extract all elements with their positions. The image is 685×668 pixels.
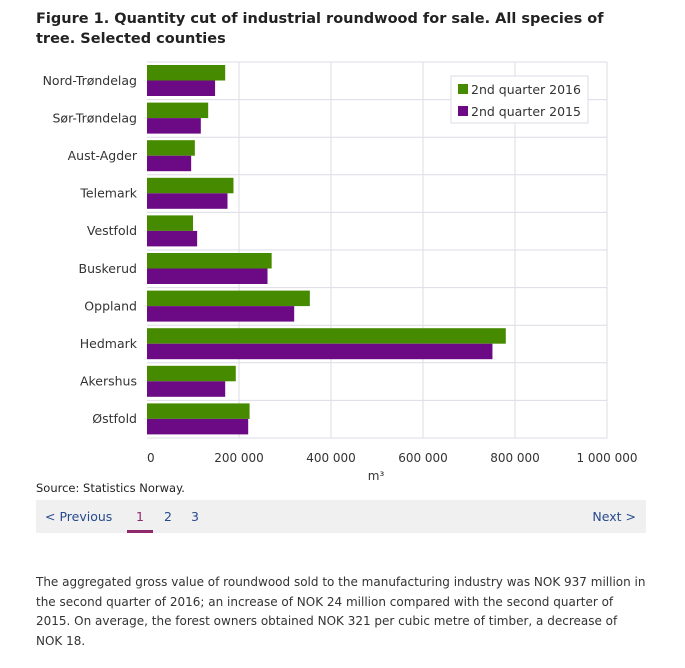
page-3-link[interactable]: 3 bbox=[191, 509, 199, 524]
current-page-indicator bbox=[127, 530, 153, 533]
figure-title: Figure 1. Quantity cut of industrial rou… bbox=[36, 11, 604, 47]
x-tick-label: 200 000 bbox=[214, 451, 264, 465]
category-label: Oppland bbox=[84, 298, 137, 313]
category-label: Akershus bbox=[80, 374, 137, 389]
bar-2016 bbox=[147, 215, 193, 231]
bar-2015 bbox=[147, 306, 295, 322]
legend-label: 2nd quarter 2016 bbox=[471, 82, 581, 97]
bar-2015 bbox=[147, 193, 228, 209]
bar-2016 bbox=[147, 177, 234, 194]
x-tick-label: 0 bbox=[147, 451, 155, 465]
legend: 2nd quarter 2016 2nd quarter 2015 bbox=[450, 75, 589, 124]
category-label: Telemark bbox=[79, 186, 137, 201]
bar-2016 bbox=[147, 328, 506, 344]
bar-2015 bbox=[147, 230, 198, 247]
category-label: Aust-Agder bbox=[68, 148, 138, 163]
category-label: Hedmark bbox=[80, 336, 138, 351]
x-axis-label: m³ bbox=[368, 469, 385, 480]
legend-swatch bbox=[458, 84, 468, 94]
category-label: Nord-Trøndelag bbox=[43, 73, 137, 88]
category-label: Sør-Trøndelag bbox=[53, 110, 138, 125]
bar-2016 bbox=[147, 102, 209, 119]
bar-2016 bbox=[147, 65, 226, 81]
category-label: Vestfold bbox=[87, 223, 137, 238]
bar-2015 bbox=[147, 418, 249, 435]
bar-2016 bbox=[147, 403, 250, 419]
bar-2016 bbox=[147, 290, 310, 307]
page-2-link[interactable]: 2 bbox=[164, 509, 172, 524]
x-tick-label: 600 000 bbox=[398, 451, 448, 465]
bar-2015 bbox=[147, 155, 192, 172]
next-button[interactable]: Next > bbox=[592, 509, 636, 524]
source-note: Source: Statistics Norway. bbox=[36, 481, 185, 495]
bar-2015 bbox=[147, 118, 201, 134]
pagination-bar: < Previous 1 2 3 Next > bbox=[36, 500, 646, 533]
previous-button[interactable]: < Previous bbox=[45, 509, 113, 524]
legend-box bbox=[450, 75, 589, 124]
bar-2016 bbox=[147, 365, 236, 382]
body-paragraph: The aggregated gross value of roundwood … bbox=[36, 575, 646, 648]
bar-2015 bbox=[147, 80, 216, 96]
bar-2016 bbox=[147, 140, 195, 156]
bar-2016 bbox=[147, 253, 272, 269]
page-1-link[interactable]: 1 bbox=[136, 509, 144, 524]
x-tick-label: 800 000 bbox=[490, 451, 540, 465]
x-tick-label: 1 000 000 bbox=[576, 451, 637, 465]
bar-2015 bbox=[147, 381, 226, 397]
category-label: Østfold bbox=[92, 411, 137, 426]
category-label: Buskerud bbox=[79, 261, 138, 276]
bar-chart: Nord-Trøndelag Sør-Trøndelag Aust-Agder Tel… bbox=[43, 61, 638, 480]
bar-2015 bbox=[147, 268, 268, 284]
legend-label: 2nd quarter 2015 bbox=[471, 104, 581, 119]
legend-swatch bbox=[458, 106, 468, 116]
bar-2015 bbox=[147, 343, 493, 360]
x-tick-label: 400 000 bbox=[306, 451, 356, 465]
